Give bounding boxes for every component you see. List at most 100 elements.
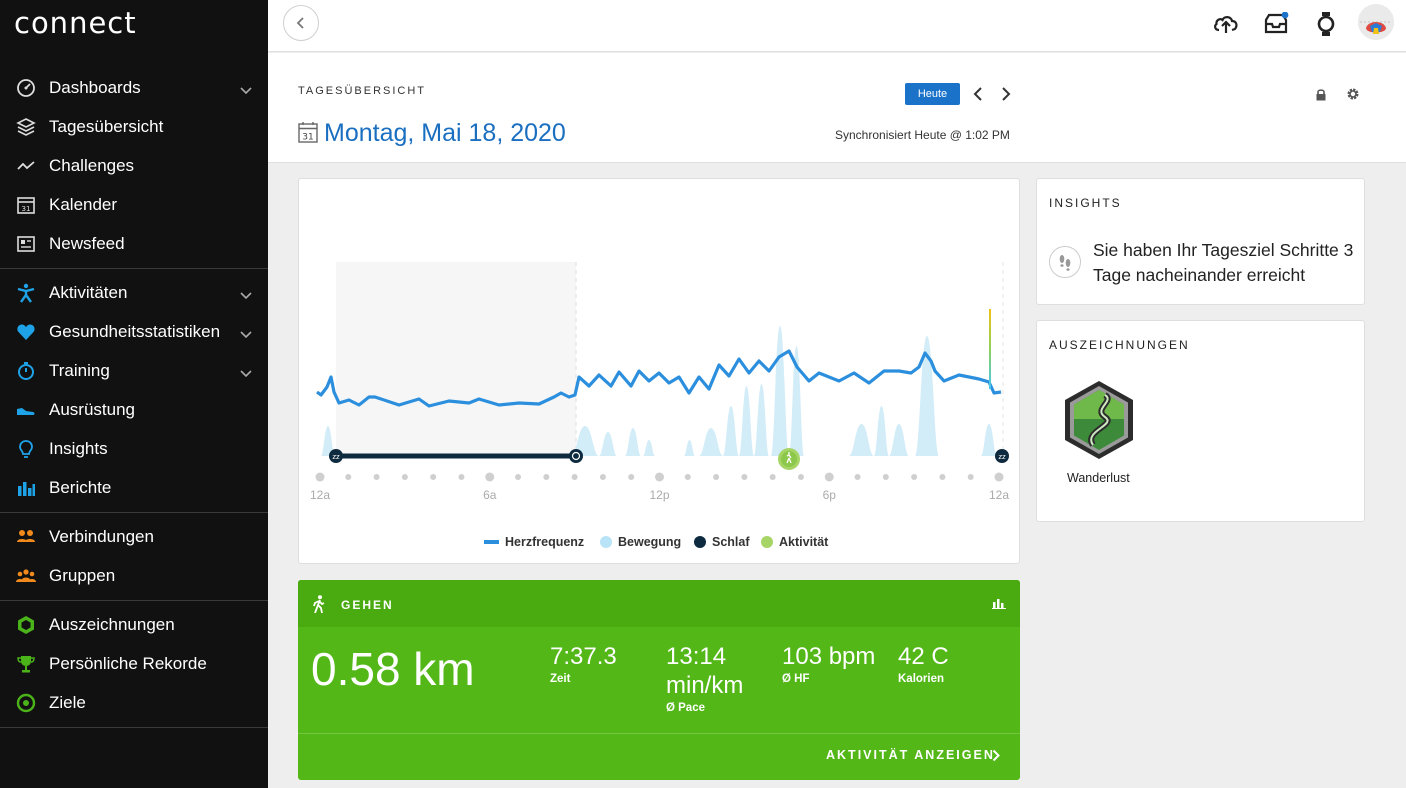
sidebar-item-label: Kalender: [49, 195, 118, 214]
stat-value: 13:14 min/km: [666, 643, 744, 699]
x-tick-label: 6a: [483, 488, 497, 502]
legend-label: Herzfrequenz: [505, 535, 585, 549]
x-hour-dot: [485, 472, 495, 482]
sidebar-item-kalender[interactable]: 31 Kalender: [0, 185, 268, 224]
x-hour-dot: [854, 474, 861, 480]
sidebar-divider: [0, 512, 268, 513]
movement-area: [321, 426, 335, 456]
sidebar-item-ziele[interactable]: Ziele: [0, 683, 268, 722]
stat-calories: 42 C Kalorien: [898, 642, 949, 685]
legend-label: Aktivität: [779, 535, 829, 549]
sidebar-item-label: Training: [49, 361, 110, 380]
sidebar-item-ausruestung[interactable]: Ausrüstung: [0, 390, 268, 429]
stat-pace: 13:14 min/km Ø Pace: [666, 642, 743, 714]
previous-day-button[interactable]: [973, 87, 983, 106]
stat-value: 103 bpm: [782, 643, 876, 670]
device-watch-icon[interactable]: [1312, 10, 1340, 38]
page-title[interactable]: Montag, Mai 18, 2020: [324, 119, 566, 147]
legend-movement[interactable]: Bewegung: [600, 535, 681, 549]
legend-activity[interactable]: Aktivität: [761, 535, 828, 549]
x-hour-dot: [684, 474, 691, 480]
groups-icon: [15, 565, 36, 586]
gauge-icon: [15, 77, 36, 98]
legend-sleep[interactable]: Schlaf: [694, 535, 750, 549]
layers-icon: [15, 116, 36, 137]
lock-icon[interactable]: [1315, 88, 1327, 106]
shoe-icon: [15, 399, 36, 420]
sleep-shading: [336, 262, 576, 456]
sleep-end-label: zz: [998, 453, 1006, 461]
movement-area: [849, 424, 874, 456]
section-eyebrow: TAGESÜBERSICHT: [298, 85, 427, 97]
activity-card[interactable]: GEHEN 0.58 km 7:37.3 Zeit 13:14 min/km Ø…: [298, 580, 1020, 780]
legend-heart-rate[interactable]: Herzfrequenz: [484, 535, 584, 549]
badge-label[interactable]: Wanderlust: [1067, 471, 1130, 485]
sidebar-item-verbindungen[interactable]: Verbindungen: [0, 517, 268, 556]
challenges-icon: [15, 155, 36, 176]
stopwatch-icon: [15, 360, 36, 381]
avatar[interactable]: [1358, 4, 1394, 40]
lightbulb-icon: [15, 438, 36, 459]
chevron-right-icon[interactable]: [992, 749, 1000, 767]
calendar-icon[interactable]: 31: [298, 121, 318, 148]
sidebar-item-berichte[interactable]: Berichte: [0, 468, 268, 507]
sidebar-item-gesundheitsstatistiken[interactable]: Gesundheitsstatistiken: [0, 312, 268, 351]
x-hour-dot: [824, 472, 834, 482]
bar-chart-icon[interactable]: [992, 596, 1006, 614]
stat-time: 7:37.3 Zeit: [550, 642, 617, 685]
x-tick-label: 6p: [823, 488, 837, 502]
x-tick-label: 12a: [310, 488, 330, 502]
sleep-start-icon[interactable]: [329, 449, 343, 463]
sidebar-item-dashboards[interactable]: Dashboards: [0, 68, 268, 107]
sidebar-item-aktivitaeten[interactable]: Aktivitäten: [0, 273, 268, 312]
activity-type-label: GEHEN: [341, 598, 394, 612]
sidebar-item-gruppen[interactable]: Gruppen: [0, 556, 268, 595]
sleep-end-icon[interactable]: [995, 449, 1009, 463]
movement-area: [889, 424, 909, 456]
alarm-clock-face: [571, 451, 581, 461]
sidebar-item-training[interactable]: Training: [0, 351, 268, 390]
next-day-button[interactable]: [1001, 87, 1011, 106]
sidebar-item-label: Aktivitäten: [49, 283, 128, 302]
sidebar-item-auszeichnungen[interactable]: Auszeichnungen: [0, 605, 268, 644]
x-tick-label: 12a: [989, 488, 1009, 502]
x-hour-dot: [911, 474, 918, 480]
sidebar-item-challenges[interactable]: Challenges: [0, 146, 268, 185]
sidebar-collapse-button[interactable]: [283, 5, 319, 41]
x-hour-dot: [741, 474, 748, 480]
sidebar-item-label: Newsfeed: [49, 234, 125, 253]
svg-text:31: 31: [21, 205, 30, 213]
x-hour-dot: [628, 474, 635, 480]
sidebar-item-persoenliche-rekorde[interactable]: Persönliche Rekorde: [0, 644, 268, 683]
alarm-clock-icon[interactable]: [569, 449, 583, 463]
heart-rate-timeline-chart[interactable]: zz zz 12a 6a 12p 6p 12a: [299, 179, 1021, 565]
app-logo[interactable]: connect: [14, 6, 137, 40]
insight-text[interactable]: Sie haben Ihr Tagesziel Schritte 3 Tage …: [1093, 240, 1354, 285]
x-hour-dot: [430, 474, 437, 480]
x-hour-dot: [967, 474, 974, 480]
sidebar-item-insights[interactable]: Insights: [0, 429, 268, 468]
sidebar-item-label: Insights: [49, 439, 108, 458]
walk-icon: [786, 452, 792, 464]
chevron-left-icon: [296, 17, 304, 29]
activity-card-header: GEHEN: [298, 580, 1020, 627]
upload-cloud-icon[interactable]: [1212, 10, 1240, 38]
sidebar-item-tagesuebersicht[interactable]: Tagesübersicht: [0, 107, 268, 146]
stat-avg-heart-rate: 103 bpm Ø HF: [782, 642, 875, 685]
x-hour-dot: [882, 474, 889, 480]
movement-area: [571, 426, 599, 456]
heart-icon: [15, 321, 36, 342]
sidebar-divider: [0, 727, 268, 728]
sidebar-item-newsfeed[interactable]: Newsfeed: [0, 224, 268, 263]
view-activity-link[interactable]: AKTIVITÄT ANZEIGEN: [826, 748, 995, 762]
insights-title: INSIGHTS: [1049, 196, 1122, 210]
footsteps-icon: [1049, 246, 1081, 278]
gear-icon[interactable]: [1346, 87, 1360, 106]
wanderlust-badge-icon[interactable]: [1063, 379, 1135, 466]
inbox-icon[interactable]: [1262, 10, 1290, 38]
x-axis-dots: [315, 472, 1004, 482]
x-hour-dot: [769, 474, 776, 480]
sidebar-item-label: Gesundheitsstatistiken: [49, 322, 221, 341]
today-button[interactable]: Heute: [905, 83, 960, 105]
calendar-day-number: 31: [302, 133, 313, 143]
